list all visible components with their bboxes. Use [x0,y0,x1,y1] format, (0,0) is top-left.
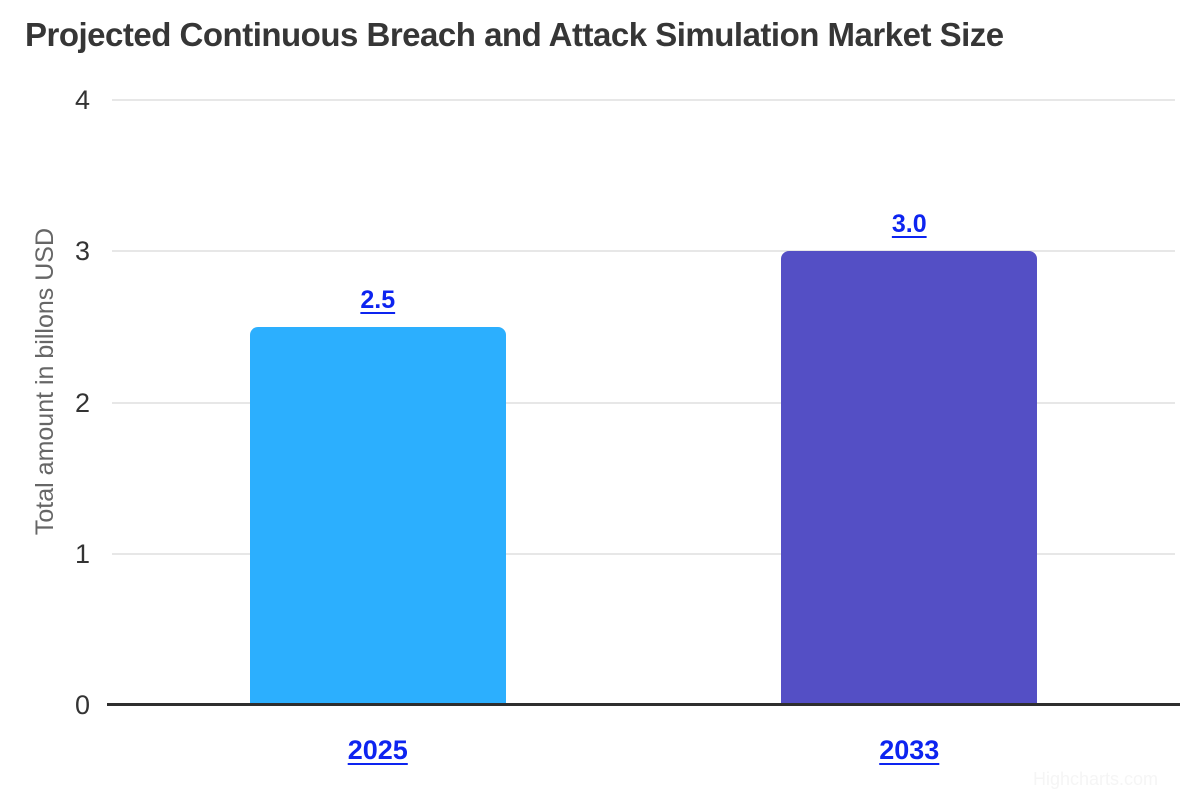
y-tick-label: 0 [74,690,90,720]
bar-2033[interactable] [781,251,1038,705]
gridline [112,99,1175,101]
y-tick-label: 3 [74,236,90,267]
y-tick-label: 4 [74,85,90,115]
gridline [112,250,1175,253]
y-tick-label: 2 [74,387,90,418]
y-axis-title: Total amount in billons USD [31,228,59,536]
x-axis-label[interactable]: 2025 [347,735,408,765]
x-axis-line [107,703,1180,706]
gridline [112,401,1175,404]
gridline [112,552,1175,555]
bar-2025[interactable] [249,326,506,705]
plot-area: 0 1 2 3 4 2.5 2025 3.0 2033 [75,85,1180,765]
watermark-link[interactable]: Highcharts.com [1032,769,1158,789]
y-tick-label: 1 [74,538,90,569]
x-axis-label[interactable]: 2033 [879,735,940,765]
value-label[interactable]: 3.0 [891,210,927,239]
chart-title: Projected Continuous Breach and Attack S… [25,16,1004,53]
value-label[interactable]: 2.5 [360,285,396,314]
